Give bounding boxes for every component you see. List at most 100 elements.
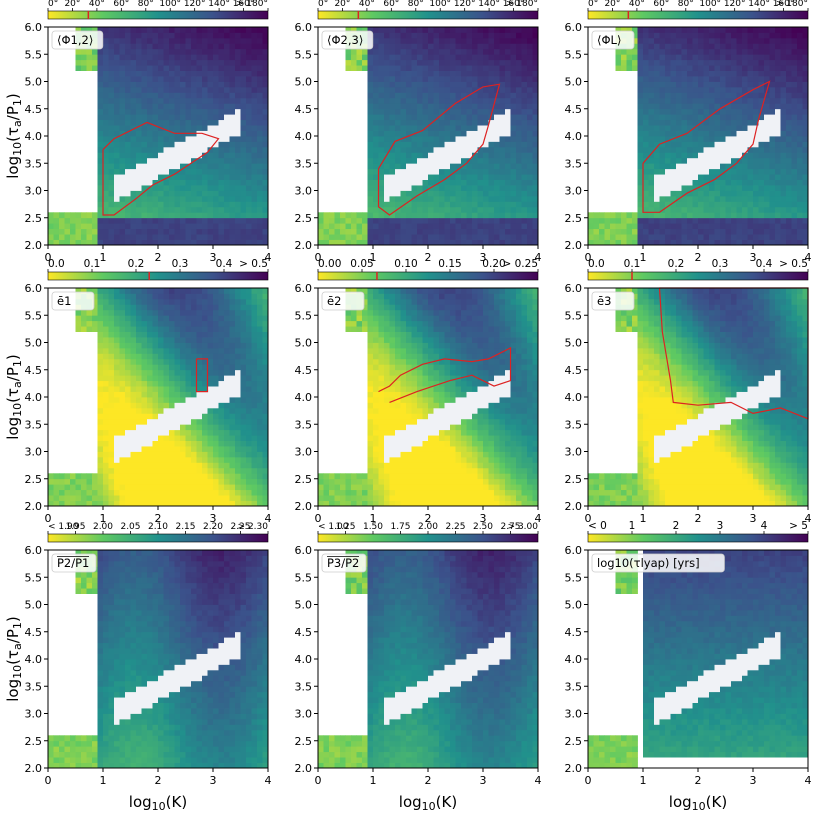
heatmap-cell (114, 429, 120, 436)
heatmap-cell (455, 76, 462, 82)
heatmap-cell (433, 146, 440, 153)
heatmap-cell (191, 451, 197, 458)
heatmap-cell (736, 48, 743, 55)
heatmap-cell (97, 97, 104, 104)
heatmap-cell (147, 86, 153, 93)
heatmap-cell (709, 32, 715, 39)
heatmap-cell (692, 65, 699, 71)
heatmap-cell (632, 48, 638, 55)
heatmap-cell (780, 195, 787, 202)
heatmap-cell (147, 228, 153, 235)
heatmap-cell (130, 37, 137, 44)
heatmap-cell (174, 201, 181, 208)
heatmap-cell (742, 54, 748, 61)
heatmap-cell (400, 54, 407, 61)
heatmap-cell (108, 451, 115, 458)
heatmap-cell (125, 206, 131, 213)
heatmap-cell (174, 185, 181, 191)
heatmap-cell (747, 174, 754, 180)
heatmap-cell (108, 353, 115, 360)
heatmap-cell (648, 48, 655, 55)
heatmap-cell (240, 206, 247, 213)
heatmap-cell (169, 136, 175, 142)
heatmap-cell (725, 108, 732, 115)
heatmap-cell (753, 206, 759, 213)
heatmap-cell (251, 223, 258, 230)
heatmap-cell (108, 288, 115, 294)
heatmap-cell (527, 92, 533, 99)
heatmap-cell (769, 179, 776, 186)
heatmap-cell (389, 48, 396, 55)
heatmap-cell (516, 114, 522, 121)
heatmap-cell (477, 174, 484, 180)
heatmap-cell (136, 108, 142, 115)
heatmap-cell (648, 195, 655, 202)
heatmap-cell (692, 201, 699, 208)
heatmap-cell (180, 418, 186, 425)
heatmap-cell (251, 119, 258, 126)
heatmap-cell (466, 179, 473, 186)
heatmap-cell (802, 130, 809, 137)
x-tick-label: 2 (425, 251, 432, 264)
heatmap-cell (196, 342, 203, 349)
heatmap-cell (797, 201, 803, 208)
heatmap-cell (747, 239, 754, 246)
heatmap-cell (207, 146, 214, 153)
heatmap-cell (196, 239, 203, 246)
heatmap-cell (395, 185, 401, 191)
heatmap-cell (400, 48, 407, 55)
y-tick-label: 5.0 (565, 76, 583, 89)
heatmap-cell (709, 201, 715, 208)
heatmap-cell (229, 157, 236, 164)
heatmap-cell (477, 163, 484, 170)
heatmap-cell (169, 141, 175, 148)
heatmap-cell (687, 179, 693, 186)
heatmap-cell (196, 364, 203, 371)
heatmap-cell (235, 228, 241, 235)
heatmap-cell (494, 190, 500, 197)
heatmap-cell (103, 114, 109, 121)
heatmap-cell (802, 179, 809, 186)
heatmap-cell (422, 234, 429, 240)
heatmap-cell (262, 174, 269, 180)
heatmap-cell (797, 146, 803, 153)
heatmap-cell (125, 141, 131, 148)
heatmap-cell (433, 239, 440, 246)
heatmap-cell (621, 27, 627, 33)
heatmap-cell (687, 125, 693, 131)
heatmap-cell (698, 108, 704, 115)
heatmap-cell (720, 108, 726, 115)
heatmap-cell (648, 32, 655, 39)
heatmap-cell (764, 239, 770, 246)
heatmap-cell (621, 217, 627, 224)
heatmap-cell (665, 32, 671, 39)
heatmap-cell (130, 342, 137, 349)
heatmap-cell (769, 103, 776, 110)
heatmap-cell (108, 168, 115, 175)
heatmap-cell (510, 48, 517, 55)
heatmap-cell (180, 456, 186, 463)
heatmap-cell (709, 97, 715, 104)
heatmap-cell (362, 234, 368, 240)
heatmap-cell (516, 174, 522, 180)
heatmap-cell (400, 103, 407, 110)
heatmap-cell (97, 435, 104, 441)
heatmap-cell (472, 163, 478, 170)
heatmap-cell (97, 185, 104, 191)
heatmap-cell (262, 70, 269, 77)
heatmap-cell (378, 141, 385, 148)
heatmap-cell (780, 54, 787, 61)
heatmap-cell (428, 32, 434, 39)
heatmap-cell (174, 234, 181, 240)
heatmap-cell (494, 168, 500, 175)
heatmap-cell (483, 239, 489, 246)
heatmap-cell (681, 114, 688, 121)
heatmap-cell (262, 81, 269, 88)
heatmap-cell (196, 212, 203, 219)
heatmap-cell (384, 174, 390, 180)
heatmap-cell (802, 217, 809, 224)
heatmap-cell (384, 223, 390, 230)
heatmap-cell (395, 136, 401, 142)
heatmap-cell (97, 228, 104, 235)
heatmap-cell (185, 326, 192, 332)
